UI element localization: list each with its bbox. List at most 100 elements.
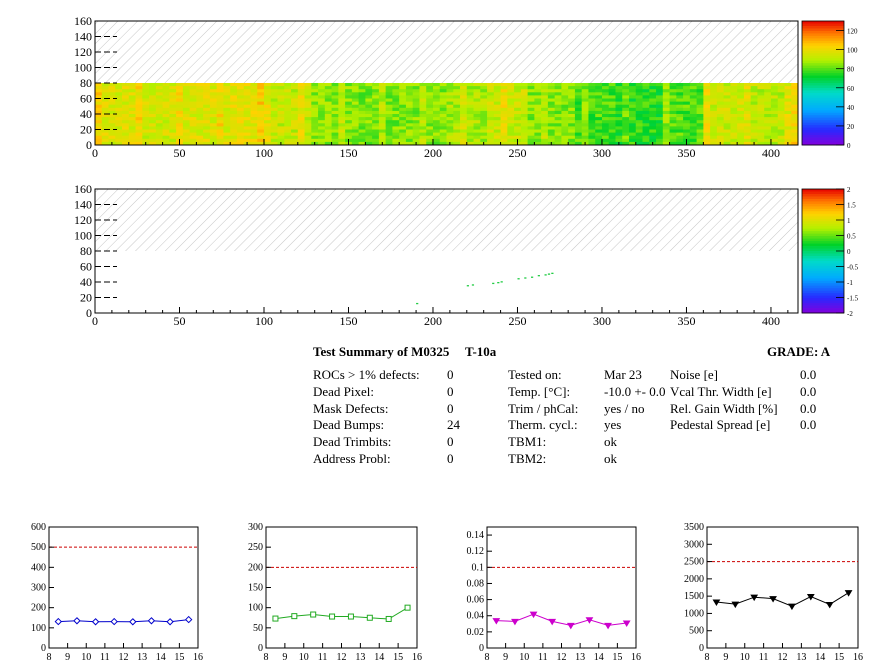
- heatmap-cell: [520, 92, 529, 96]
- heatmap-cell: [142, 129, 150, 133]
- heatmap-cell: [547, 132, 556, 137]
- heatmap-cell: [514, 117, 522, 121]
- heatmap-cell: [169, 117, 177, 121]
- heatmap-cell: [209, 104, 218, 109]
- heatmap-cell: [601, 135, 610, 140]
- heatmap-cell: [453, 104, 461, 109]
- heatmap-cell: [304, 83, 312, 87]
- heatmap-cell: [243, 92, 251, 96]
- heatmap-cell: [250, 129, 258, 133]
- heatmap-cell: [777, 123, 785, 127]
- data-point: [329, 613, 336, 620]
- color-scale-step: [802, 35, 844, 39]
- heatmap-cell: [520, 107, 529, 112]
- heatmap-cell: [615, 89, 623, 93]
- heatmap-cell: [169, 110, 177, 115]
- heatmap-cell: [128, 138, 136, 143]
- heatmap-cell: [527, 110, 535, 115]
- heatmap-cell: [554, 95, 562, 99]
- heatmap-cell: [581, 110, 589, 115]
- heatmap-cell: [757, 135, 765, 140]
- heatmap-cell: [547, 123, 556, 127]
- heatmap-cell: [716, 83, 725, 87]
- heatmap-cell: [419, 92, 427, 96]
- heatmap-cell: [203, 89, 211, 93]
- heatmap-cell: [635, 101, 643, 106]
- heatmap-cell: [770, 135, 779, 140]
- heatmap-cell: [662, 117, 670, 121]
- heatmap-cell: [649, 135, 657, 140]
- heatmap-cell: [500, 120, 508, 124]
- color-scale-step: [802, 63, 844, 67]
- heatmap-cell: [358, 89, 366, 93]
- heatmap-cell: [446, 123, 454, 127]
- chart-frame: [706, 526, 859, 649]
- heatmap-cell: [764, 98, 772, 102]
- heatmap-cell: [115, 86, 123, 90]
- heatmap-cell: [135, 123, 143, 127]
- heatmap-cell: [453, 83, 461, 87]
- heatmap-cell: [656, 138, 664, 143]
- heatmap-cell: [487, 126, 495, 130]
- heatmap-cell: [703, 120, 711, 124]
- heatmap-cell: [730, 95, 738, 99]
- heatmap-cell: [710, 135, 718, 140]
- heatmap-cell: [385, 114, 393, 118]
- heatmap-cell: [676, 107, 684, 112]
- heatmap-cell: [683, 86, 691, 90]
- heatmap-cell: [270, 117, 278, 121]
- heatmap-cell: [277, 92, 285, 96]
- heatmap-cell: [696, 101, 704, 106]
- heatmap-cell: [216, 110, 224, 115]
- summary-label: Pedestal Spread [e]: [670, 417, 771, 433]
- heatmap-cell: [216, 123, 224, 127]
- data-point: [492, 618, 501, 625]
- heatmap-cell: [149, 101, 157, 106]
- heatmap-cell: [419, 101, 427, 106]
- heatmap-cell: [365, 114, 373, 118]
- heatmap-cell: [182, 92, 191, 96]
- heatmap-cell: [764, 114, 772, 118]
- heatmap-cell: [730, 126, 738, 130]
- heatmap-cell: [236, 126, 245, 130]
- heatmap-cell: [155, 104, 163, 109]
- heatmap-cell: [629, 92, 637, 96]
- heatmap-cell: [601, 83, 610, 87]
- heatmap-cell: [284, 120, 292, 124]
- heatmap-cell: [351, 110, 360, 115]
- heatmap-cell: [629, 110, 637, 115]
- heatmap-cell: [405, 141, 414, 146]
- heatmap-cell: [304, 95, 312, 99]
- heatmap-cell: [757, 89, 765, 93]
- heatmap-cell: [493, 98, 501, 102]
- heatmap-cell: [629, 117, 637, 121]
- heatmap-cell: [135, 132, 143, 137]
- heatmap-cell: [257, 110, 265, 115]
- heatmap-cell: [419, 123, 427, 127]
- heatmap-cell: [743, 120, 752, 124]
- heatmap-cell: [561, 110, 569, 115]
- heatmap-cell: [230, 110, 238, 115]
- line-chart-2: 00.020.040.060.080.10.120.148 9 10 11 12 13 14…: [467, 526, 641, 663]
- heatmap-cell: [385, 107, 393, 112]
- heatmap-cell: [764, 110, 772, 115]
- heatmap-cell: [480, 138, 488, 143]
- heatmap-cell: [270, 104, 278, 109]
- heatmap-cell: [189, 123, 197, 127]
- x-tick-label: 100: [255, 146, 273, 160]
- heatmap-cell: [176, 117, 184, 121]
- heatmap-cell: [737, 104, 745, 109]
- y-tick-label: 100: [248, 603, 263, 614]
- heatmap-cell: [608, 141, 616, 146]
- heatmap-cell: [629, 120, 637, 124]
- heatmap-cell: [493, 83, 501, 87]
- y-tick-label: 3000: [684, 539, 704, 550]
- heatmap-cell: [608, 135, 616, 140]
- heatmap-cell: [784, 110, 792, 115]
- heatmap-cell: [101, 101, 109, 106]
- color-scale-step: [802, 248, 844, 252]
- heatmap-cell: [629, 138, 637, 143]
- heatmap-cell: [629, 132, 637, 137]
- heatmap-cell: [128, 95, 136, 99]
- heatmap-cell: [169, 135, 177, 140]
